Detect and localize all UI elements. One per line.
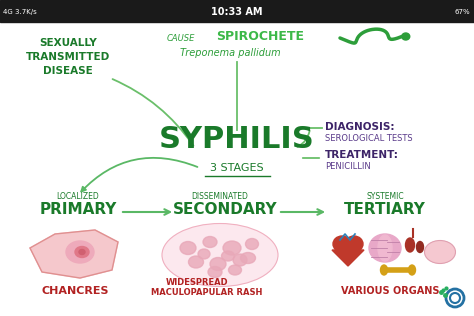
Ellipse shape xyxy=(345,236,363,252)
Ellipse shape xyxy=(402,33,410,40)
Text: DISEASE: DISEASE xyxy=(43,66,93,76)
Text: PRIMARY: PRIMARY xyxy=(39,202,117,217)
Text: SEXUALLY: SEXUALLY xyxy=(39,38,97,48)
Ellipse shape xyxy=(75,246,89,258)
Ellipse shape xyxy=(240,252,255,264)
Ellipse shape xyxy=(233,254,247,266)
Text: PENICILLIN: PENICILLIN xyxy=(325,162,371,171)
Text: SPIROCHETE: SPIROCHETE xyxy=(216,30,304,43)
Text: TERTIARY: TERTIARY xyxy=(344,202,426,217)
Ellipse shape xyxy=(381,265,388,275)
Text: DIAGNOSIS:: DIAGNOSIS: xyxy=(325,122,394,132)
FancyArrowPatch shape xyxy=(112,79,193,146)
Ellipse shape xyxy=(66,241,94,263)
Polygon shape xyxy=(332,250,364,266)
Ellipse shape xyxy=(405,238,414,252)
Text: Treponema pallidum: Treponema pallidum xyxy=(180,48,280,58)
Polygon shape xyxy=(30,230,118,278)
Ellipse shape xyxy=(425,241,455,263)
Ellipse shape xyxy=(203,236,217,247)
Text: WIDESPREAD: WIDESPREAD xyxy=(166,278,228,287)
Ellipse shape xyxy=(223,241,241,255)
Bar xyxy=(0,0,474,22)
Text: TRANSMITTED: TRANSMITTED xyxy=(26,52,110,62)
Text: CHANCRES: CHANCRES xyxy=(41,286,109,296)
Text: SYSTEMIC: SYSTEMIC xyxy=(366,192,404,201)
Ellipse shape xyxy=(378,235,392,261)
Ellipse shape xyxy=(369,234,401,262)
Ellipse shape xyxy=(79,250,85,254)
Text: VARIOUS ORGANS: VARIOUS ORGANS xyxy=(341,286,439,296)
Text: LOCALIZED: LOCALIZED xyxy=(56,192,100,201)
Text: 3 STAGES: 3 STAGES xyxy=(210,163,264,173)
Text: SYPHILIS: SYPHILIS xyxy=(159,125,315,155)
Ellipse shape xyxy=(180,241,196,254)
Ellipse shape xyxy=(333,236,351,252)
Ellipse shape xyxy=(246,239,258,250)
Text: 67%: 67% xyxy=(455,9,470,15)
Ellipse shape xyxy=(221,251,235,261)
Text: SECONDARY: SECONDARY xyxy=(173,202,277,217)
Ellipse shape xyxy=(208,266,222,277)
Text: MACULOPAPULAR RASH: MACULOPAPULAR RASH xyxy=(151,288,263,297)
Text: DISSEMINATED: DISSEMINATED xyxy=(191,192,248,201)
Text: TREATMENT:: TREATMENT: xyxy=(325,150,399,160)
Ellipse shape xyxy=(189,256,203,268)
Ellipse shape xyxy=(210,258,226,270)
Text: SEROLOGICAL TESTS: SEROLOGICAL TESTS xyxy=(325,134,413,143)
Ellipse shape xyxy=(228,265,241,275)
Text: 10:33 AM: 10:33 AM xyxy=(211,7,263,17)
Text: CAUSE: CAUSE xyxy=(167,34,195,43)
FancyArrowPatch shape xyxy=(81,158,198,191)
Ellipse shape xyxy=(417,241,423,252)
Ellipse shape xyxy=(409,265,416,275)
Text: 4G⁣⁣⁣⁣ 3.7K/s: 4G⁣⁣⁣⁣ 3.7K/s xyxy=(3,9,37,15)
Ellipse shape xyxy=(163,224,277,286)
FancyArrowPatch shape xyxy=(298,131,310,147)
Ellipse shape xyxy=(198,249,210,259)
